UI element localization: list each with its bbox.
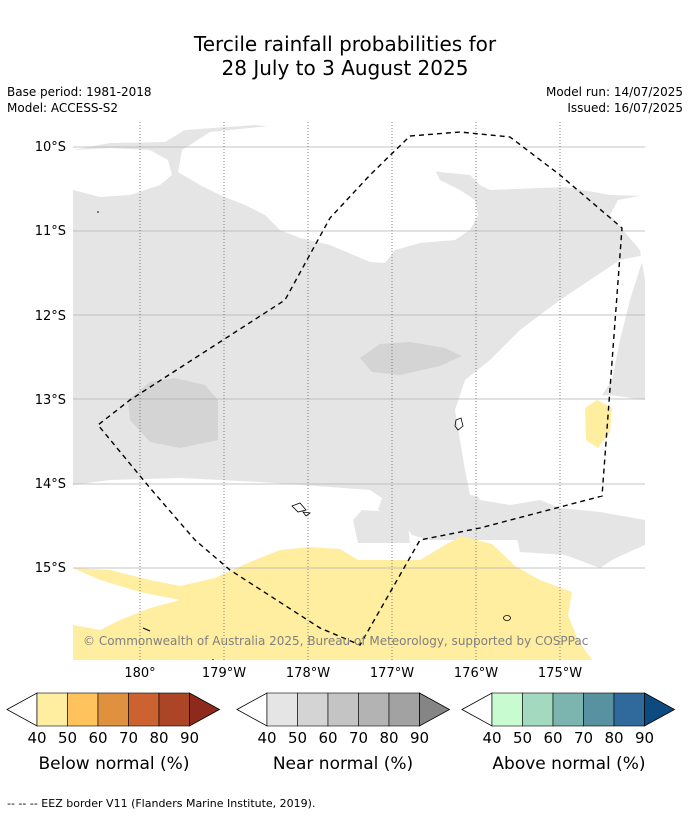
lon-label: 175°W bbox=[538, 666, 582, 681]
colorbar-min-arrow bbox=[6, 692, 38, 727]
colorbar-tick-label: 80 bbox=[604, 729, 623, 747]
island-south-east bbox=[503, 615, 511, 621]
issued-date: Issued: 16/07/2025 bbox=[567, 101, 683, 115]
colorbar-tick-label: 90 bbox=[635, 729, 654, 747]
meta-right: Model run: 14/07/2025 Issued: 16/07/2025 bbox=[546, 84, 683, 116]
lat-label: 11°S bbox=[35, 224, 66, 239]
near-normal-50-central bbox=[360, 342, 462, 375]
colorbar-segment bbox=[128, 692, 160, 727]
colorbar-tick-label: 50 bbox=[513, 729, 532, 747]
model-name: Model: ACCESS-S2 bbox=[7, 101, 119, 115]
colorbar-segment bbox=[97, 692, 129, 727]
near-normal-40-south-b bbox=[515, 502, 645, 568]
colorbar-near: 40 50 60 70 80 90 bbox=[236, 692, 451, 747]
colorbar-segment bbox=[297, 692, 329, 727]
longitude-labels: 180° 179°W 178°W 177°W 176°W 175°W bbox=[124, 666, 582, 681]
eez-border bbox=[97, 131, 623, 646]
colorbar-segment bbox=[583, 692, 615, 727]
colorbar-tick-label: 50 bbox=[58, 729, 77, 747]
colorbar-tick-label: 40 bbox=[257, 729, 276, 747]
colorbar-tick-label: 60 bbox=[318, 729, 337, 747]
lon-label: 177°W bbox=[370, 666, 414, 681]
colorbar-tick-label: 70 bbox=[119, 729, 138, 747]
colorbar-label-near: Near normal (%) bbox=[272, 754, 414, 774]
colorbar-tick-label: 60 bbox=[88, 729, 107, 747]
colorbar-label-above: Above normal (%) bbox=[492, 754, 646, 774]
lon-label: 178°W bbox=[286, 666, 330, 681]
colorbar-segment bbox=[36, 692, 68, 727]
ocean-central-north bbox=[178, 126, 478, 263]
below-normal-40-east bbox=[585, 400, 612, 448]
colorbar-segment bbox=[158, 692, 190, 727]
model-run: Model run: 14/07/2025 bbox=[545, 85, 683, 99]
lat-label: 15°S bbox=[35, 561, 66, 576]
colorbar-segment bbox=[552, 692, 584, 727]
near-normal-50-west bbox=[128, 378, 218, 448]
ocean-west-north bbox=[73, 148, 172, 197]
colorbar-tick-label: 70 bbox=[349, 729, 368, 747]
colorbar-label-below: Below normal (%) bbox=[38, 754, 190, 774]
colorbar-min-arrow bbox=[236, 692, 268, 727]
colorbar-segment bbox=[388, 692, 420, 727]
colorbar-segment bbox=[67, 692, 99, 727]
latitude-gridlines bbox=[73, 146, 645, 569]
colorbar-tick-label: 50 bbox=[288, 729, 307, 747]
near-normal-40-south-a bbox=[353, 510, 410, 543]
below-normal-40-south bbox=[73, 536, 592, 660]
lat-label: 14°S bbox=[35, 477, 66, 492]
colorbar-max-arrow bbox=[189, 692, 221, 727]
island-central bbox=[454, 417, 464, 431]
probability-field bbox=[73, 122, 645, 660]
colorbar-segment bbox=[613, 692, 645, 727]
title-line-2: 28 July to 3 August 2025 bbox=[221, 56, 469, 80]
islet-north-west bbox=[97, 211, 99, 213]
colorbar-tick-label: 80 bbox=[379, 729, 398, 747]
eez-footnote: -- -- -- EEZ border V11 (Flanders Marine… bbox=[7, 797, 316, 810]
colorbar-tick-label: 40 bbox=[482, 729, 501, 747]
colorbars: 40 50 60 70 80 90 40 50 60 70 80 90 40 50 60 70 80 90 bbox=[6, 692, 676, 747]
lat-label: 13°S bbox=[35, 393, 66, 408]
colorbar-segment bbox=[327, 692, 359, 727]
lon-label: 176°W bbox=[454, 666, 498, 681]
title-line-1: Tercile rainfall probabilities for bbox=[193, 32, 497, 56]
copyright-notice: © Commonwealth of Australia 2025, Bureau… bbox=[83, 634, 588, 648]
lon-label: 180° bbox=[124, 666, 155, 681]
colorbar-above: 40 50 60 70 80 90 bbox=[461, 692, 676, 747]
colorbar-segment bbox=[522, 692, 554, 727]
island-south-west bbox=[142, 627, 151, 632]
colorbar-tick-label: 80 bbox=[149, 729, 168, 747]
base-period: Base period: 1981-2018 bbox=[7, 85, 152, 99]
colorbar-below: 40 50 60 70 80 90 bbox=[6, 692, 221, 747]
colorbar-segment bbox=[358, 692, 390, 727]
colorbar-tick-label: 40 bbox=[27, 729, 46, 747]
colorbar-min-arrow bbox=[461, 692, 493, 727]
colorbar-tick-label: 70 bbox=[574, 729, 593, 747]
lon-label: 179°W bbox=[202, 666, 246, 681]
meta-left: Base period: 1981-2018 Model: ACCESS-S2 bbox=[7, 84, 152, 116]
colorbar-segment bbox=[491, 692, 523, 727]
island-south-b bbox=[302, 511, 312, 517]
island-south-a bbox=[291, 502, 307, 513]
colorbar-max-arrow bbox=[644, 692, 676, 727]
lat-label: 12°S bbox=[35, 309, 66, 324]
colorbar-tick-label: 60 bbox=[543, 729, 562, 747]
colorbar-tick-label: 90 bbox=[410, 729, 429, 747]
lat-label: 10°S bbox=[35, 140, 66, 155]
map-title: Tercile rainfall probabilities for 28 Ju… bbox=[0, 32, 690, 80]
latitude-labels: 10°S 11°S 12°S 13°S 14°S 15°S bbox=[35, 140, 66, 576]
colorbar-segment bbox=[266, 692, 298, 727]
ocean-north-2 bbox=[73, 122, 645, 196]
colorbar-tick-label: 90 bbox=[180, 729, 199, 747]
colorbar-max-arrow bbox=[419, 692, 451, 727]
ocean-east bbox=[455, 255, 645, 500]
